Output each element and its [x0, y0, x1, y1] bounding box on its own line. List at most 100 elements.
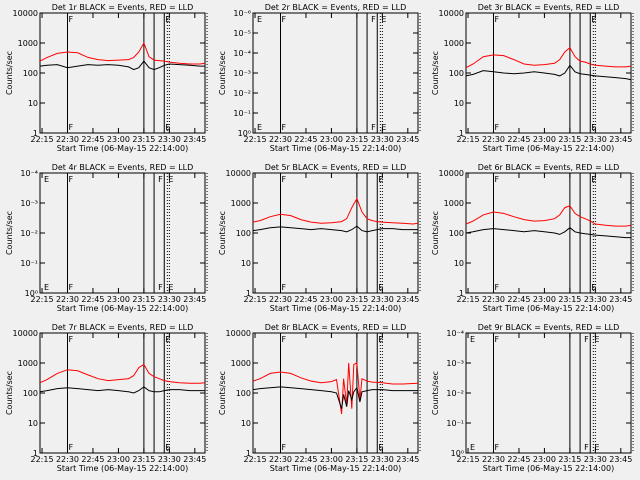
- panel-8: Det 8r BLACK = Events, RED = LLD 1 10 100 10…: [218, 323, 421, 473]
- series-line-2: [465, 64, 632, 81]
- series-line-2: [39, 386, 205, 394]
- x-tick-label: 23:45: [609, 135, 632, 144]
- panel-title: Det 1r BLACK = Events, RED = LLD: [52, 3, 194, 12]
- y-tick-label: 100: [449, 69, 464, 78]
- y-tick-label: 10⁻³: [20, 199, 38, 208]
- y-tick-label: 10⁻³: [446, 359, 464, 368]
- flag-label: E: [165, 443, 170, 452]
- x-tick-label: 23:30: [584, 135, 607, 144]
- plot-frame: [465, 172, 632, 294]
- x-tick-label: 22:30: [269, 455, 292, 464]
- x-tick-label: 23:45: [396, 135, 419, 144]
- panel-2: Det 2r BLACK = Events, RED = LLD 10⁰ 10⁻¹ 1…: [218, 3, 421, 153]
- y-tick-label: 10⁰: [238, 129, 251, 138]
- x-tick-label: 22:15: [244, 295, 267, 304]
- y-tick-label: 1: [459, 129, 464, 138]
- x-tick-label: 22:30: [482, 135, 505, 144]
- y-tick-label: 10: [454, 99, 464, 108]
- series-line-1: [465, 46, 632, 69]
- flag-label: F: [282, 123, 287, 132]
- x-tick-label: 23:15: [132, 135, 155, 144]
- x-tick-label: 22:45: [294, 135, 317, 144]
- x-tick-label: 23:30: [158, 135, 181, 144]
- x-axis-label: Start Time (06-May-15 22:14:00): [483, 144, 614, 153]
- x-tick-label: 23:30: [371, 135, 394, 144]
- flag-label: E: [591, 15, 596, 24]
- y-axis-label: Counts/sec: [218, 211, 227, 255]
- flag-label: E: [378, 443, 383, 452]
- y-tick-label: 1: [33, 449, 38, 458]
- x-tick-label: 23:00: [107, 455, 130, 464]
- flag-label: E: [44, 283, 49, 292]
- y-tick-label: 10: [241, 259, 251, 268]
- flag-label: F: [282, 283, 287, 292]
- series-line-2: [39, 60, 205, 71]
- panel-title: Det 9r BLACK = Events, RED = LLD: [478, 323, 620, 332]
- x-tick-label: 22:30: [56, 455, 79, 464]
- x-tick-label: 22:45: [507, 135, 530, 144]
- y-axis-label: Counts/sec: [5, 371, 14, 415]
- x-tick-label: 23:15: [558, 295, 581, 304]
- x-tick-label: 23:45: [183, 135, 206, 144]
- flag-label: E: [168, 283, 173, 292]
- flag-label: F: [584, 443, 589, 452]
- x-tick-label: 23:00: [320, 135, 343, 144]
- x-tick-label: 23:45: [396, 295, 419, 304]
- y-tick-label: 10: [241, 419, 251, 428]
- y-tick-label: 10000: [13, 9, 38, 18]
- flag-label: F: [495, 283, 500, 292]
- flag-label: E: [165, 335, 170, 344]
- y-tick-label: 1: [246, 449, 251, 458]
- x-tick-label: 23:15: [132, 455, 155, 464]
- flag-label: E: [165, 15, 170, 24]
- y-tick-label: 100: [449, 229, 464, 238]
- flag-label: F: [371, 123, 376, 132]
- plot-frame: [39, 332, 206, 454]
- x-tick-label: 23:45: [396, 455, 419, 464]
- x-tick-label: 22:30: [269, 135, 292, 144]
- y-tick-label: 10⁻⁴: [20, 169, 38, 178]
- x-tick-label: 23:00: [320, 455, 343, 464]
- x-tick-label: 22:15: [457, 455, 480, 464]
- plot-frame: [465, 332, 632, 454]
- panel-9: Det 9r BLACK = Events, RED = LLD 10⁰ 10⁻¹ 1…: [431, 323, 634, 473]
- y-tick-label: 10⁰: [451, 449, 464, 458]
- y-tick-label: 1: [459, 289, 464, 298]
- flag-label: E: [165, 123, 170, 132]
- y-tick-label: 1000: [18, 359, 38, 368]
- y-tick-label: 10⁻¹: [446, 419, 464, 428]
- y-tick-label: 10000: [439, 9, 464, 18]
- x-axis-label: Start Time (06-May-15 22:14:00): [270, 464, 401, 473]
- series-line-2: [252, 225, 418, 233]
- flag-label: F: [495, 123, 500, 132]
- y-tick-label: 1000: [444, 39, 464, 48]
- panel-title: Det 3r BLACK = Events, RED = LLD: [478, 3, 620, 12]
- series-line-1: [252, 197, 419, 225]
- y-tick-label: 10⁻²: [20, 229, 38, 238]
- flag-label: E: [257, 15, 262, 24]
- y-axis-label: Counts/sec: [431, 371, 440, 415]
- series-line-1: [39, 41, 206, 65]
- y-tick-label: 10⁻⁴: [446, 329, 464, 338]
- flag-label: E: [594, 443, 599, 452]
- x-tick-label: 22:15: [244, 455, 267, 464]
- series-line-1: [39, 363, 206, 384]
- x-tick-label: 23:45: [183, 295, 206, 304]
- y-tick-label: 10⁻¹: [233, 109, 251, 118]
- flag-label: F: [495, 175, 500, 184]
- x-tick-label: 23:15: [132, 295, 155, 304]
- y-tick-label: 10: [28, 99, 38, 108]
- y-tick-label: 1: [33, 129, 38, 138]
- y-tick-label: 1: [246, 289, 251, 298]
- y-tick-label: 10⁻³: [233, 69, 251, 78]
- flag-label: E: [168, 175, 173, 184]
- flag-label: F: [371, 15, 376, 24]
- flag-label: E: [591, 123, 596, 132]
- x-axis-label: Start Time (06-May-15 22:14:00): [483, 464, 614, 473]
- x-tick-label: 23:45: [609, 295, 632, 304]
- flag-label: F: [69, 175, 74, 184]
- x-tick-label: 22:30: [269, 295, 292, 304]
- x-tick-label: 22:30: [482, 295, 505, 304]
- y-tick-label: 10000: [226, 329, 251, 338]
